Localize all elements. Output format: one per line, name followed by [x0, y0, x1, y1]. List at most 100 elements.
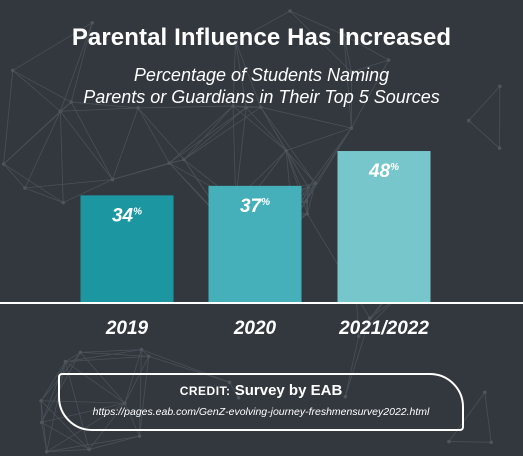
network-line: [46, 435, 140, 453]
bar-2020: [208, 185, 302, 303]
network-line: [60, 111, 113, 180]
network-node: [349, 70, 354, 74]
network-line: [468, 120, 500, 149]
network-node: [356, 334, 361, 338]
network-line: [358, 297, 398, 337]
network-line: [62, 179, 113, 203]
data-label: 34%: [112, 205, 142, 226]
category-label: 2021/2022: [338, 318, 429, 339]
bar-chart: 34% 2019 37% 2020 48% 2021/2022: [0, 151, 523, 339]
network-line: [59, 111, 64, 203]
network-node: [349, 126, 354, 130]
network-line: [307, 127, 352, 188]
network-node: [284, 148, 288, 153]
network-line: [183, 106, 261, 160]
network-line: [46, 449, 90, 453]
network-node: [231, 104, 235, 108]
network-line: [12, 70, 72, 103]
network-line: [343, 34, 352, 129]
chart-title: Parental Influence Has Increased: [71, 24, 452, 51]
network-node: [386, 58, 391, 62]
network-line: [124, 349, 142, 404]
network-line: [168, 105, 234, 164]
network-line: [289, 10, 352, 73]
network-node: [489, 440, 493, 445]
network-line: [88, 402, 126, 450]
network-line: [60, 22, 93, 112]
network-line: [245, 107, 287, 151]
network-line: [65, 361, 126, 404]
network-node: [313, 181, 318, 185]
network-line: [235, 10, 291, 42]
network-node: [110, 177, 115, 182]
network-line: [229, 382, 239, 398]
network-node: [288, 9, 292, 13]
network-node: [58, 109, 63, 114]
network-node: [497, 146, 502, 150]
network-node: [90, 21, 94, 25]
network-line: [351, 59, 389, 73]
network-node: [78, 350, 83, 355]
network-line: [112, 107, 139, 180]
network-line: [80, 352, 149, 357]
network-node: [227, 380, 232, 385]
network-line: [138, 105, 234, 109]
network-line: [233, 105, 247, 109]
bar-2021-2022: [337, 151, 431, 303]
network-node: [63, 359, 68, 364]
network-node: [233, 39, 238, 43]
network-node: [69, 100, 73, 104]
network-line: [70, 22, 93, 103]
network-line: [183, 105, 234, 160]
network-node: [498, 84, 502, 89]
network-line: [351, 59, 389, 129]
network-line: [40, 400, 48, 452]
network-node: [182, 157, 186, 162]
network-line: [12, 22, 93, 71]
network-line: [235, 40, 262, 108]
chart-subtitle: Percentage of Students Naming Parents or…: [70, 64, 453, 108]
subtitle-line-1: Percentage of Students Naming: [133, 65, 390, 85]
network-node: [87, 447, 91, 452]
network-line: [112, 162, 170, 180]
network-node: [146, 354, 151, 359]
network-node: [1, 162, 6, 166]
network-line: [232, 41, 236, 107]
network-line: [235, 107, 247, 201]
network-node: [44, 449, 49, 454]
network-node: [167, 161, 172, 165]
network-node: [305, 212, 310, 216]
network-line: [71, 101, 139, 109]
network-line: [41, 361, 66, 423]
network-line: [3, 163, 64, 203]
network-line: [285, 150, 316, 184]
network-line: [343, 34, 389, 61]
network-line: [137, 107, 170, 164]
network-line: [60, 107, 139, 112]
network-line: [40, 361, 66, 401]
network-node: [342, 33, 346, 37]
network-node: [244, 105, 248, 110]
network-line: [148, 355, 230, 383]
network-line: [137, 107, 185, 160]
credit-source: Survey by EAB: [234, 382, 343, 399]
network-node: [61, 200, 65, 205]
network-node: [482, 390, 487, 395]
network-line: [65, 349, 142, 363]
network-node: [39, 420, 44, 425]
network-line: [65, 355, 149, 363]
network-node: [136, 106, 140, 110]
network-node: [306, 185, 311, 190]
network-node: [139, 347, 144, 352]
credit-url: https://pages.eab.com/GenZ-evolving-jour…: [92, 406, 430, 418]
network-line: [24, 187, 64, 203]
network-line: [285, 150, 307, 202]
network-line: [285, 150, 308, 215]
network-line: [260, 106, 352, 129]
network-line: [235, 41, 247, 108]
network-line: [344, 336, 360, 397]
network-line: [260, 106, 287, 151]
network-line: [80, 349, 142, 353]
data-label: 37%: [240, 196, 270, 217]
network-node: [10, 68, 15, 73]
